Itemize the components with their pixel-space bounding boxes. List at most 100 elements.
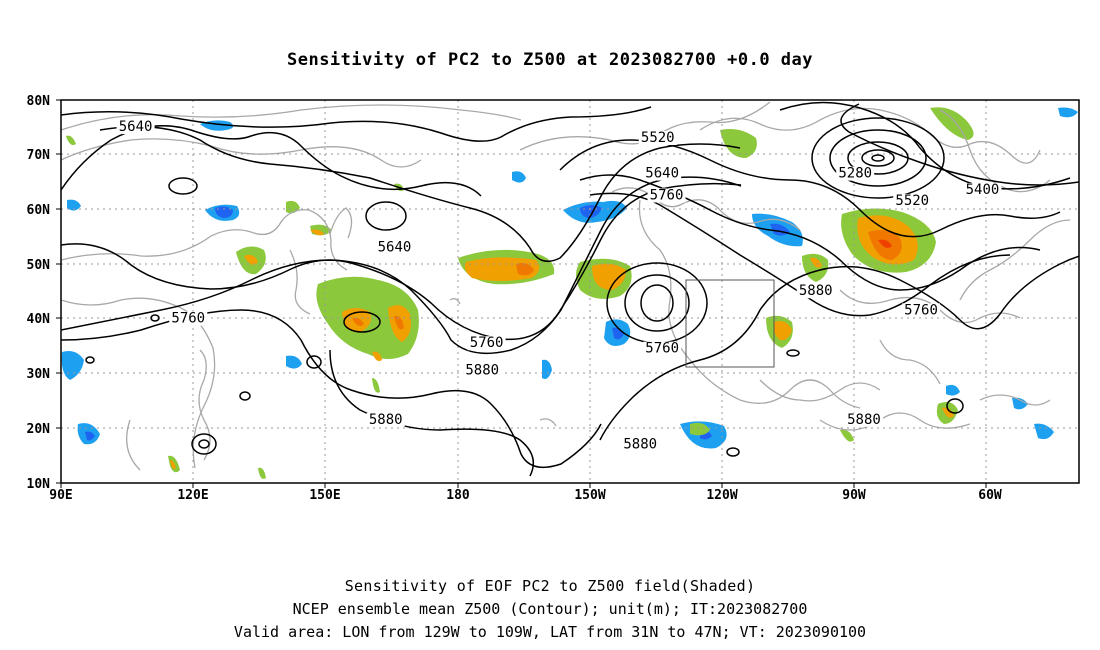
contour-closed-low: [168, 177, 198, 195]
shade-region: [244, 254, 258, 265]
shade-region: [372, 351, 382, 361]
shade-region: [61, 351, 84, 380]
contour-5880: [61, 309, 602, 469]
lat-label: 10N: [27, 477, 51, 492]
contour-closed-low: [847, 141, 909, 175]
contour-label-bg: [366, 412, 405, 427]
contour-label: 5280: [838, 166, 872, 182]
contour-label: 5760: [470, 335, 504, 351]
shade-region: [1012, 397, 1028, 410]
lon-label: 150E: [309, 488, 340, 503]
contour-closed-high: [306, 355, 322, 369]
lon-label: 60W: [978, 488, 1002, 503]
contour-label: 5880: [465, 363, 499, 379]
contour-label-bg: [893, 193, 932, 208]
shade-region: [512, 171, 526, 183]
shaded-sensitivity-regions: [61, 107, 1078, 479]
contour-5640: [61, 106, 652, 142]
contour-label-bg: [375, 240, 414, 255]
shade-region: [542, 359, 552, 379]
shade-region: [394, 315, 404, 330]
contour-label-bg: [844, 412, 883, 427]
shade-region: [516, 262, 534, 276]
contour-label-bg: [902, 303, 941, 318]
contour-small: [239, 391, 251, 401]
contour-closed-low: [871, 154, 885, 162]
lon-axis-labels: 90E 120E 150E 180 150W 120W 90W 60W: [49, 488, 1002, 503]
contour-small: [85, 356, 95, 364]
shade-region: [946, 384, 960, 396]
contour-label-bg: [463, 363, 502, 378]
lon-label: 90W: [842, 488, 866, 503]
contour-closed-high: [624, 274, 690, 332]
shade-region: [1034, 423, 1054, 440]
contour-closed-low: [811, 117, 945, 199]
shade-region: [215, 206, 233, 218]
lat-label: 40N: [27, 312, 51, 327]
shade-region: [592, 263, 626, 290]
chart-title: Sensitivity of PC2 to Z500 at 2023082700…: [286, 50, 813, 70]
contour-label: 5760: [650, 187, 684, 203]
contour-label-bg: [836, 166, 875, 181]
contour-closed-low: [829, 129, 927, 187]
shade-region: [840, 429, 854, 442]
contour-closed-high: [946, 398, 964, 414]
contour-label: 5880: [847, 412, 881, 428]
contour-label: 5640: [378, 239, 412, 255]
shade-region: [310, 229, 324, 236]
contour-label-bg: [647, 188, 686, 203]
lat-label: 20N: [27, 422, 51, 437]
lat-label: 80N: [27, 94, 51, 109]
contour-5760: [61, 182, 742, 341]
lat-label: 50N: [27, 258, 51, 273]
contour-label: 5880: [799, 283, 833, 299]
contour-5880: [599, 255, 1079, 441]
contour-5760: [61, 176, 742, 355]
shade-region: [580, 205, 602, 218]
contour-labels: 5640 5640 5760 5760 5880 5880 5520 5640 5760 5760…: [116, 119, 1002, 452]
contour-small: [786, 349, 800, 357]
shade-region: [942, 407, 954, 418]
contour-closed-high: [191, 433, 217, 455]
shade-region: [67, 199, 81, 211]
contour-label-bg: [116, 120, 155, 135]
contour-label: 5400: [966, 182, 1000, 198]
contour-closed-low: [365, 201, 407, 231]
shade-region: [258, 467, 266, 479]
caption-line-3: Valid area: LON from 129W to 109W, LAT f…: [233, 623, 867, 641]
plot-frame: [60, 99, 1080, 484]
contour-5640: [99, 125, 741, 263]
contour-label-bg: [467, 336, 506, 351]
lon-label: 120E: [177, 488, 208, 503]
lon-label: 120W: [706, 488, 737, 503]
shade-region: [810, 257, 822, 268]
contour-small: [726, 447, 740, 457]
contour-label: 5880: [623, 436, 657, 452]
shade-region: [930, 107, 974, 140]
contour-label-bg: [643, 166, 682, 181]
shade-region: [352, 317, 364, 326]
contour-small: [150, 314, 160, 322]
contour-label: 5760: [645, 341, 679, 357]
contour-label-bg: [169, 311, 208, 326]
caption-line-2: NCEP ensemble mean Z500 (Contour); unit(…: [292, 600, 808, 618]
contour-5760: [589, 192, 1011, 317]
contour-label: 5760: [904, 302, 938, 318]
contour-label-bg: [621, 437, 660, 452]
contour-label: 5520: [895, 193, 929, 209]
shade-region: [1058, 107, 1078, 118]
contour-label: 5640: [645, 166, 679, 182]
contour-5880: [329, 349, 535, 477]
contour-label-bg: [638, 131, 677, 146]
shade-region: [720, 129, 757, 158]
shade-region: [802, 253, 829, 282]
coastlines: [61, 101, 1071, 471]
shade-region: [85, 431, 95, 441]
contour-label: 5760: [171, 311, 205, 327]
lat-axis-labels: 80N 70N 60N 50N 40N 30N 20N 10N: [27, 94, 51, 492]
shade-region: [773, 321, 792, 341]
lon-label: 150W: [574, 488, 605, 503]
shade-region: [66, 135, 76, 145]
lon-label: 180: [446, 488, 470, 503]
contour-label: 5520: [641, 130, 675, 146]
